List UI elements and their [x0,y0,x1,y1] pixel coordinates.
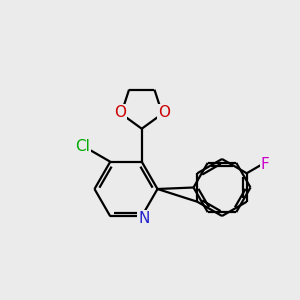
Text: O: O [114,105,126,120]
Text: F: F [261,157,270,172]
Text: Cl: Cl [75,139,90,154]
Text: O: O [158,105,170,120]
Text: N: N [139,211,150,226]
